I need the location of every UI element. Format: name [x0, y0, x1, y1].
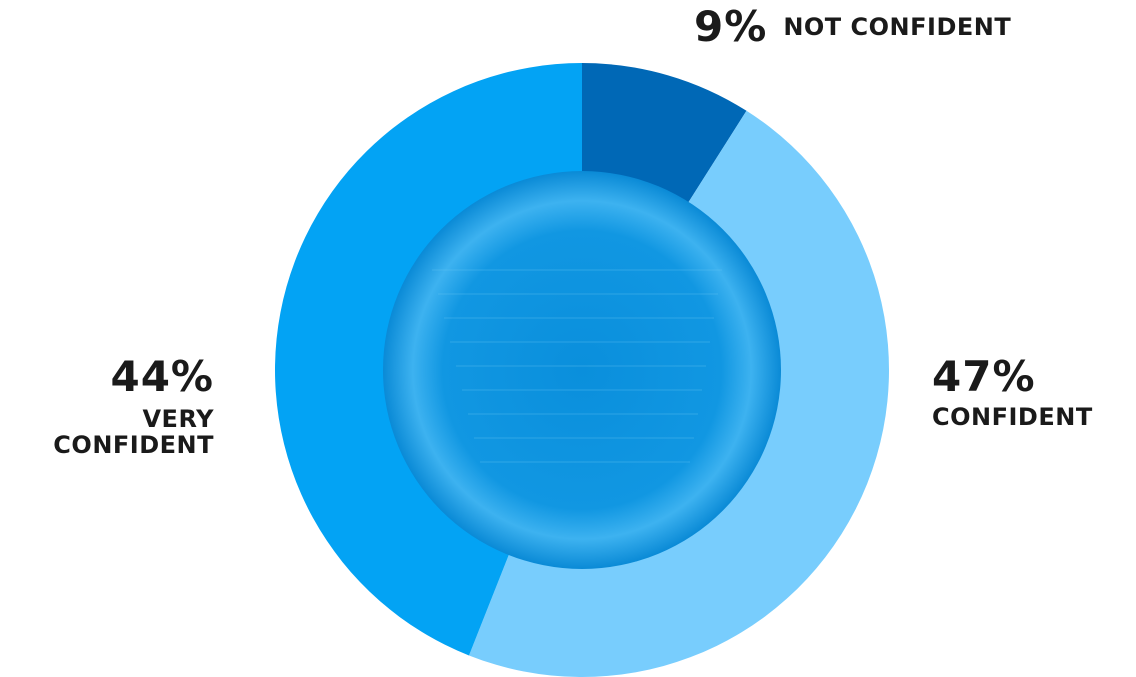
slice-label: 44% VERY CONFIDENT [14, 356, 214, 459]
percent-label: 9% [694, 2, 768, 51]
category-label: NOT CONFIDENT [783, 12, 1012, 41]
category-label: CONFIDENT [932, 403, 1093, 431]
percent-label: 44% [110, 352, 214, 401]
slice-label: 47% CONFIDENT [932, 352, 1093, 431]
category-label: VERY CONFIDENT [53, 405, 214, 460]
percent-label: 47% [932, 352, 1036, 401]
donut-center [383, 171, 781, 569]
slice-label: 9% NOT CONFIDENT [694, 6, 1011, 48]
